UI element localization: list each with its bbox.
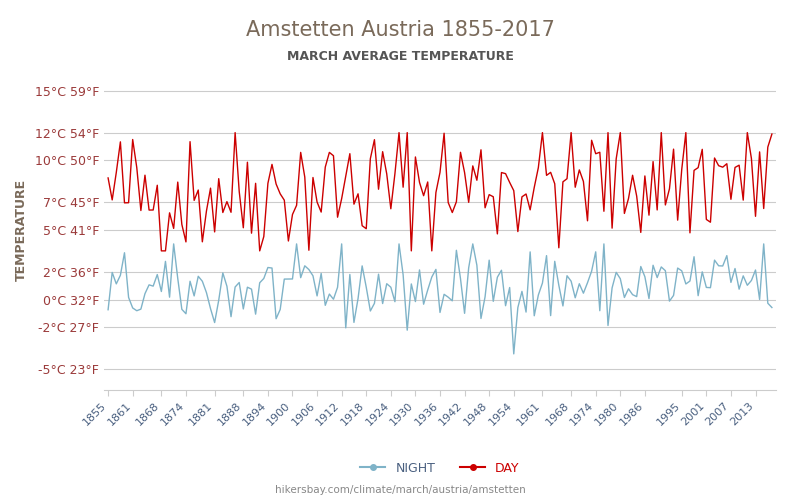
Y-axis label: TEMPERATURE: TEMPERATURE [14,179,28,281]
Text: hikersbay.com/climate/march/austria/amstetten: hikersbay.com/climate/march/austria/amst… [274,485,526,495]
Text: MARCH AVERAGE TEMPERATURE: MARCH AVERAGE TEMPERATURE [286,50,514,63]
Text: Amstetten Austria 1855-2017: Amstetten Austria 1855-2017 [246,20,554,40]
Legend: NIGHT, DAY: NIGHT, DAY [355,457,525,480]
